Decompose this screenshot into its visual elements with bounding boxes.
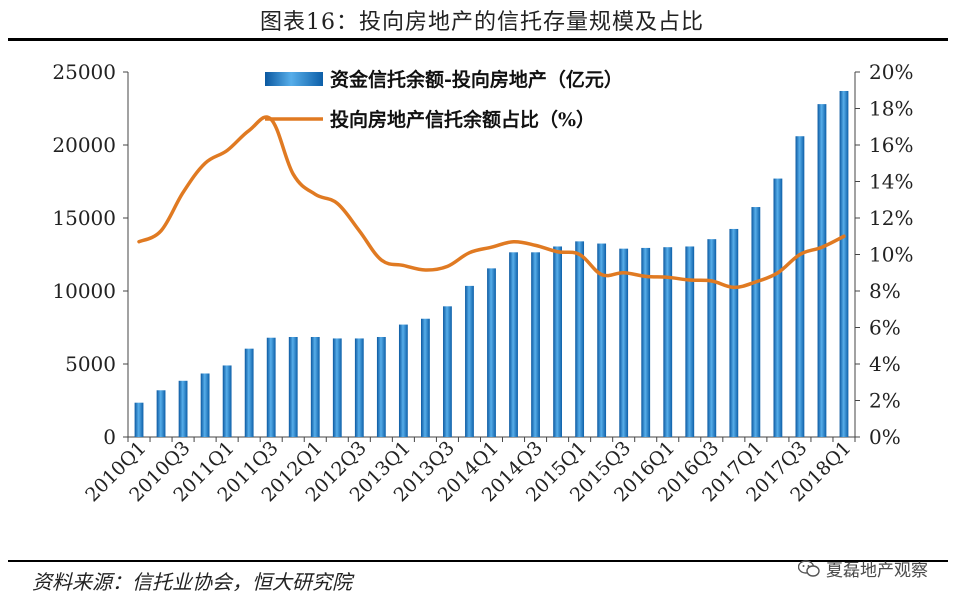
right-tick-label: 18% — [869, 97, 913, 121]
right-tick-label: 12% — [869, 206, 913, 230]
title-rule — [8, 38, 948, 41]
wechat-icon — [798, 559, 820, 577]
bar — [465, 285, 474, 437]
bar — [817, 104, 827, 438]
bar — [398, 324, 408, 437]
legend-bar-label: 资金信托余额-投向房地产（亿元） — [330, 68, 623, 91]
bar — [707, 239, 717, 437]
chart-canvas: 0 5000 10000 15000 20000 25000 0% 2% 4% 6% 8% 10% 12… — [52, 60, 913, 506]
bar — [641, 247, 651, 437]
right-tick-label: 8% — [869, 279, 901, 303]
bar — [795, 136, 805, 438]
watermark: 夏磊地产观察 — [798, 556, 928, 581]
bar — [553, 246, 562, 437]
bar — [685, 246, 695, 437]
bar — [244, 348, 254, 437]
right-tick-label: 2% — [869, 389, 901, 413]
bar — [509, 252, 518, 437]
right-tick-label: 0% — [869, 425, 901, 449]
right-tick-label: 14% — [869, 170, 913, 194]
bar — [597, 243, 607, 437]
bar — [134, 402, 144, 437]
right-tick-label: 20% — [869, 60, 913, 84]
bar — [487, 268, 496, 437]
watermark-text: 夏磊地产观察 — [826, 561, 928, 581]
bar — [222, 365, 232, 437]
right-tick-label: 16% — [869, 133, 913, 157]
share-line — [137, 115, 846, 290]
left-tick-label: 25000 — [52, 60, 116, 84]
right-tick-label: 4% — [869, 352, 901, 376]
bar — [266, 337, 276, 437]
legend-line-label: 投向房地产信托余额占比（%） — [330, 108, 595, 131]
bar — [354, 338, 364, 437]
bar — [376, 336, 386, 437]
bar-series — [134, 90, 849, 438]
bar — [839, 90, 849, 437]
bar — [729, 228, 739, 437]
legend: 资金信托余额-投向房地产（亿元） 投向房地产信托余额占比（%） — [265, 68, 623, 131]
bar — [156, 390, 166, 437]
left-tick-label: 20000 — [52, 133, 116, 157]
bar — [288, 336, 298, 437]
bar — [531, 252, 540, 437]
chart-title: 图表16：投向房地产的信托存量规模及占比 — [260, 10, 704, 35]
bar — [663, 247, 673, 437]
left-tick-label: 15000 — [52, 206, 116, 230]
bar — [773, 178, 783, 437]
bar — [178, 380, 188, 437]
right-tick-label: 6% — [869, 316, 901, 340]
bar — [421, 318, 430, 437]
line-series — [137, 115, 846, 290]
left-tick-label: 0 — [103, 425, 116, 449]
bar — [619, 248, 629, 437]
footer-rule — [8, 560, 948, 562]
bar — [310, 336, 320, 437]
bar — [332, 338, 342, 437]
source-note: 资料来源：信托业协会，恒大研究院 — [32, 570, 352, 594]
right-tick-label: 10% — [869, 243, 913, 267]
left-tick-label: 5000 — [65, 352, 116, 376]
bar — [751, 207, 761, 437]
bar — [200, 373, 210, 437]
legend-bar-swatch — [265, 72, 323, 86]
left-tick-label: 10000 — [52, 279, 116, 303]
bar — [575, 241, 585, 437]
bar — [443, 306, 452, 437]
